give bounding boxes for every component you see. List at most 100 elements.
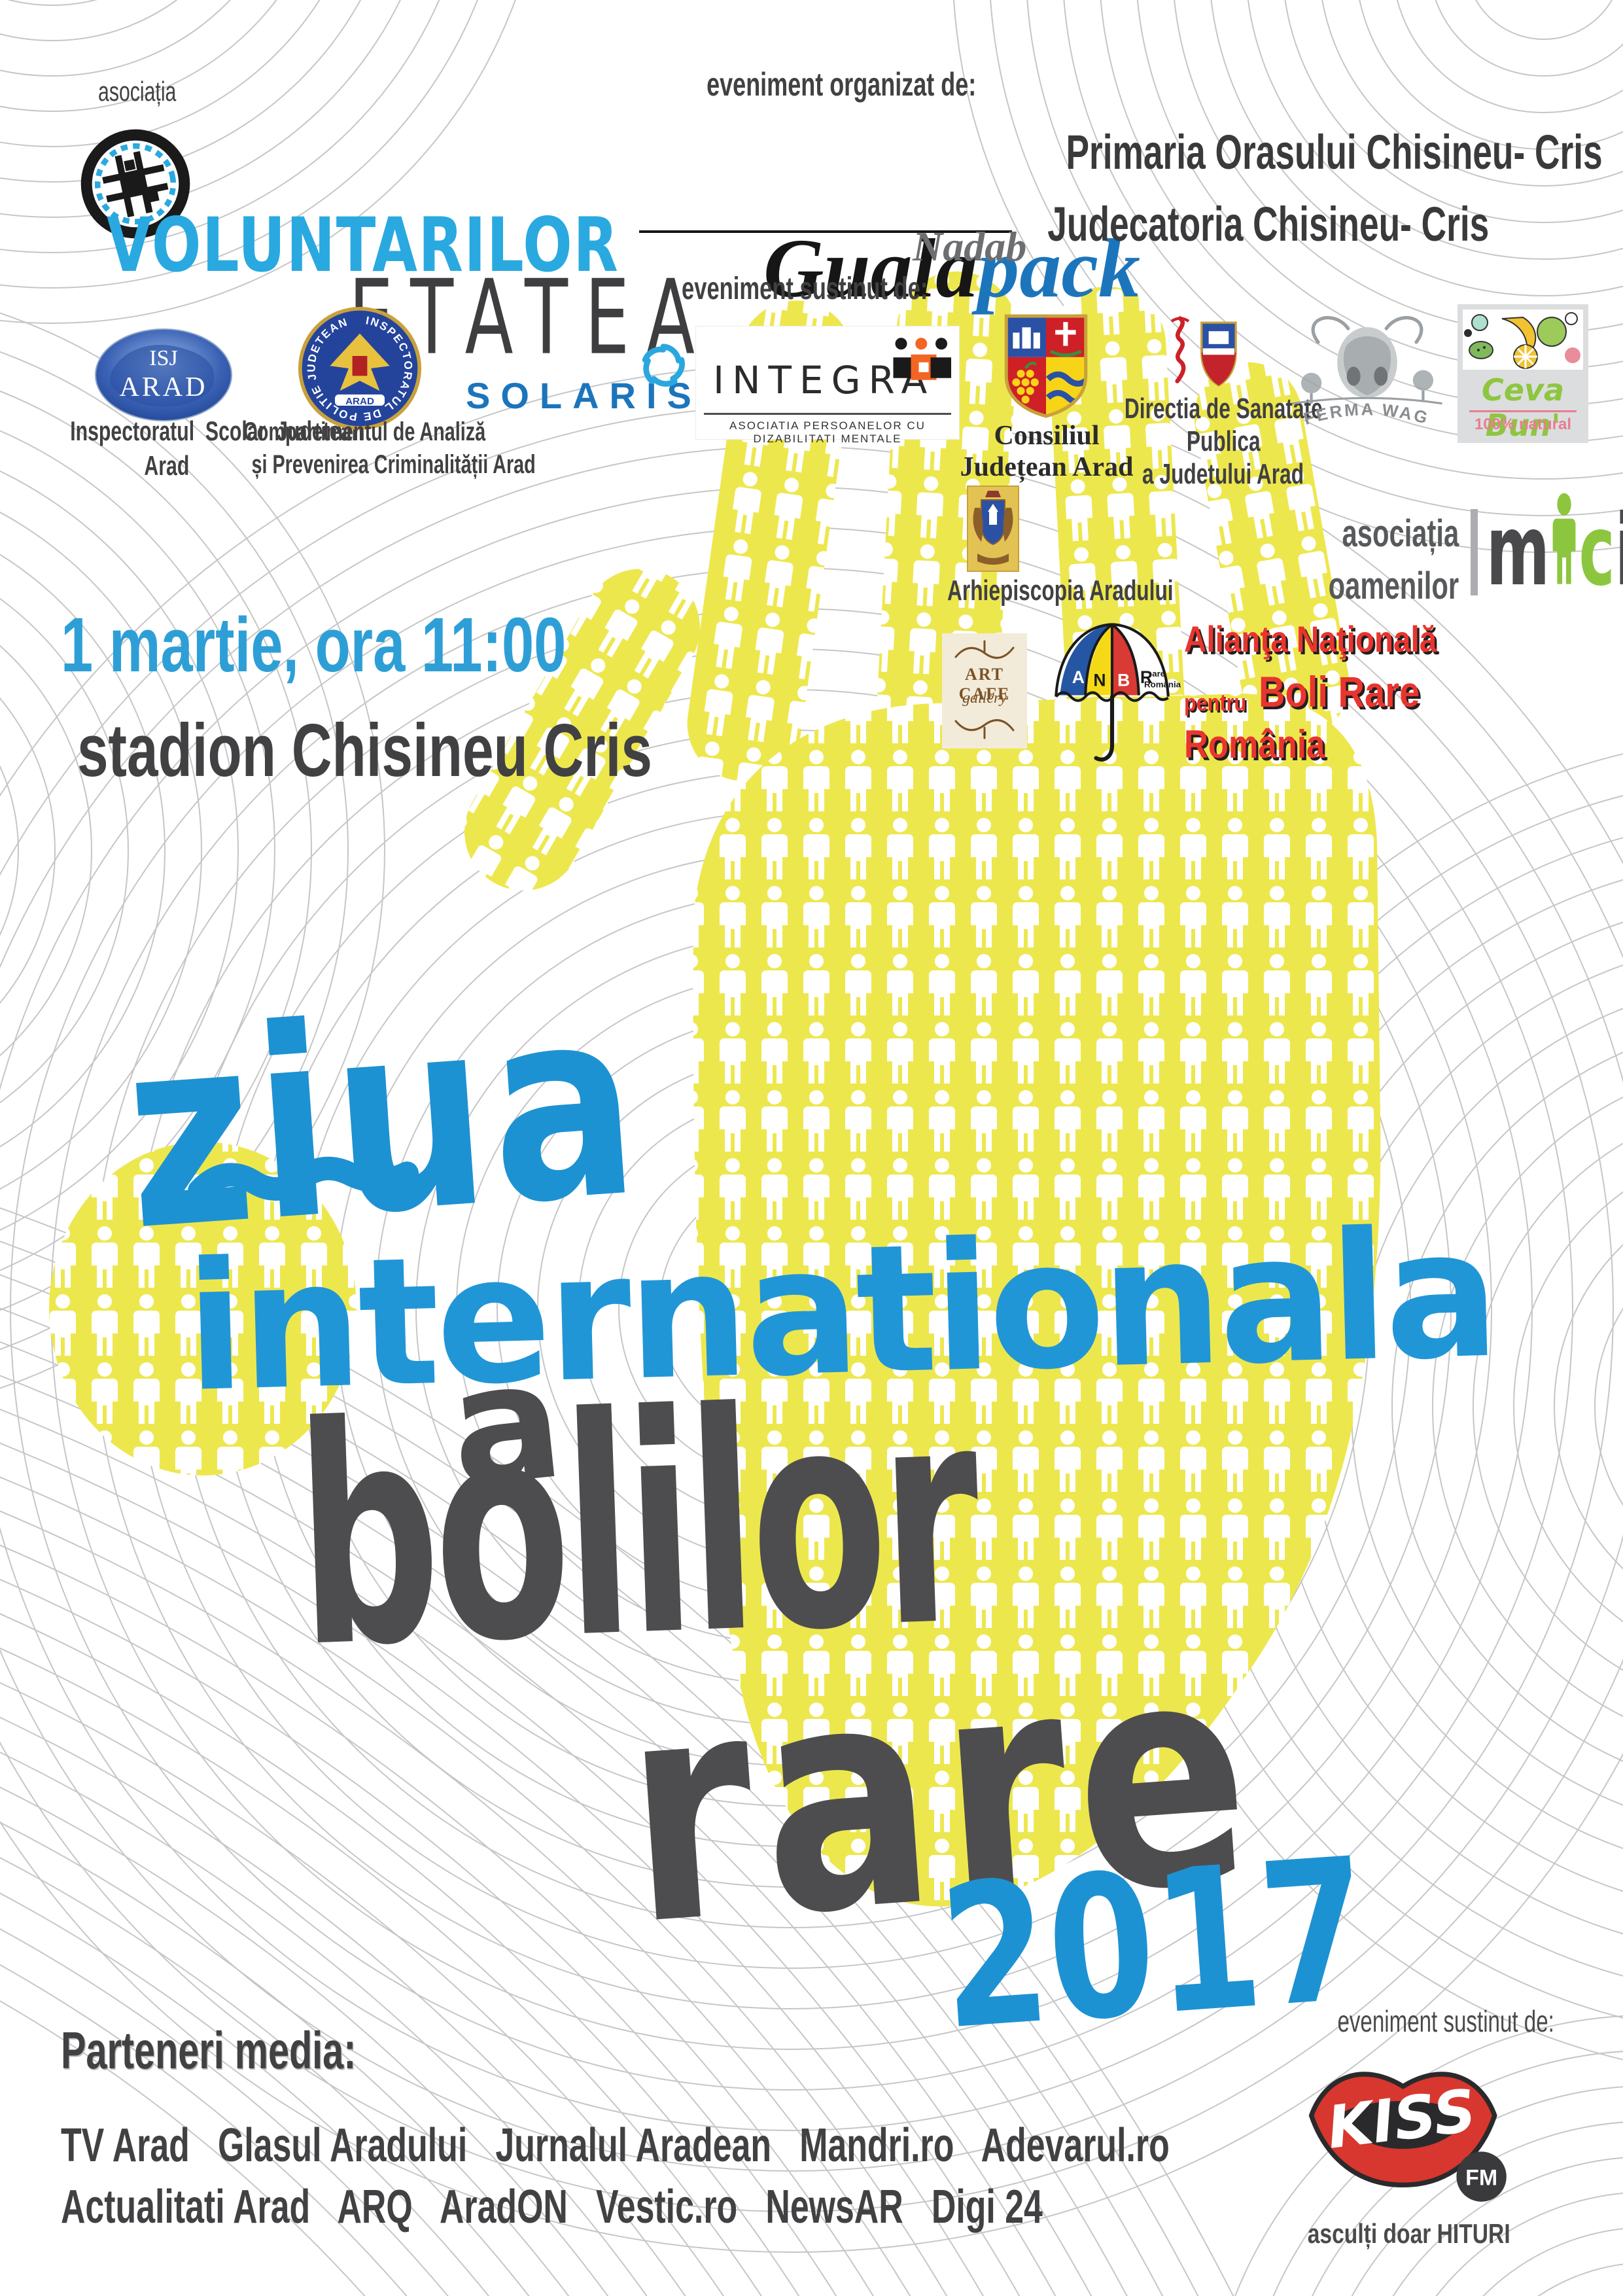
ceva-bun-underline xyxy=(1469,410,1577,412)
event-venue-text: stadion Chisineu Cris xyxy=(77,709,652,792)
kiss-supported-label: eveniment sustinut de: xyxy=(1295,2004,1570,2039)
sanatate-caption-2: Publica xyxy=(1079,425,1367,458)
alianta-line1: Alianţa Naţională xyxy=(1184,618,1481,660)
art-cafe-top-ornament xyxy=(954,640,1015,659)
association-small-text: asociația xyxy=(98,76,177,107)
palm xyxy=(693,694,1381,1907)
art-cafe-gallery-text: gallery xyxy=(962,690,1007,707)
side-blob xyxy=(49,1142,357,1475)
mici-assoc-line2-text: oamenilor xyxy=(1328,565,1459,607)
art-cafe-bottom-ornament xyxy=(954,719,1015,739)
isj-badge-bottom-text: ARAD xyxy=(119,372,207,402)
sanatate-caption-3-text: a Judetului Arad xyxy=(1142,458,1304,490)
title-underline-scribble xyxy=(187,1156,419,1203)
arhiepiscopia-caption-text: Arhiepiscopia Aradului xyxy=(947,574,1174,607)
police-arad-text: ARAD xyxy=(345,396,374,407)
art-cafe-name-text: ART CAFE xyxy=(958,665,1011,703)
sanatate-caption-3: a Judetului Arad xyxy=(1079,458,1367,491)
mici-assoc-line2: oamenilor xyxy=(1079,564,1459,608)
media-heading: Parteneri media: xyxy=(61,2021,471,2081)
consiliul-judetean-shield-icon xyxy=(1004,314,1088,418)
police-caption-1: Compartimentul de Analiză xyxy=(196,417,523,447)
mici-logo-i: i xyxy=(1615,502,1623,600)
supported-by-label: eveniment sustinut de: xyxy=(682,271,1024,307)
sanatate-emblem-icon xyxy=(1170,316,1237,387)
kiss-tagline-text: asculți doar HITURI xyxy=(1307,2218,1510,2249)
police-caption-2: și Prevenirea Criminalității Arad xyxy=(196,450,535,480)
media-heading-text: Parteneri media: xyxy=(61,2021,357,2079)
media-item: Jurnalul Aradean xyxy=(495,2119,771,2172)
media-item: Glasul Aradului xyxy=(218,2119,468,2172)
event-date: 1 martie, ora 11:00 xyxy=(61,601,735,690)
thumb xyxy=(464,569,700,891)
gualapack-black-text: Guala xyxy=(763,222,978,315)
alianta-block: Alianţa Naţională pentru Boli Rare Român… xyxy=(1184,618,1481,767)
media-item: ARQ xyxy=(337,2181,413,2233)
arhiepiscopia-caption: Arhiepiscopia Aradului xyxy=(947,574,1261,607)
alianta-line1-text: Alianţa Naţională xyxy=(1184,618,1437,660)
consiliul-caption-2: Județean Arad xyxy=(960,452,1134,482)
integra-icon xyxy=(893,338,951,380)
mici-assoc-line1-text: asociația xyxy=(1342,512,1459,555)
consiliul-caption-1: Consiliul xyxy=(994,421,1100,451)
mici-logo-c: c xyxy=(1579,494,1615,608)
media-row-1: TV Arad Glasul Aradului Jurnalul Aradean… xyxy=(61,2119,1601,2172)
alianta-line3: România xyxy=(1184,722,1481,767)
solaris-spiral-icon xyxy=(642,344,685,387)
kiss-fm-text: FM xyxy=(1465,2165,1497,2190)
anbr-letter-n: N xyxy=(1093,670,1106,690)
alianta-pentru-text: pentru xyxy=(1184,689,1247,716)
cetatea-circle-logo-icon xyxy=(80,129,190,239)
media-row-2: Actualitati Arad ARQ AradON Vestic.ro Ne… xyxy=(61,2180,1425,2234)
media-item: AradON xyxy=(439,2181,568,2233)
arhiepiscopia-emblem-icon xyxy=(967,486,1019,572)
media-item: Adevarul.ro xyxy=(981,2119,1170,2172)
kiss-fm-logo: KISS FM xyxy=(1308,2072,1507,2202)
police-caption-2-text: și Prevenirea Criminalității Arad xyxy=(251,450,536,479)
sanatate-caption-1-text: Directia de Sanatate xyxy=(1124,393,1323,425)
kiss-tagline: asculți doar HITURI xyxy=(1282,2218,1531,2250)
organized-by-label: eveniment organizat de: xyxy=(654,65,994,103)
mici-divider-bar xyxy=(1471,509,1478,595)
integra-name-text: INTEGRA xyxy=(713,358,935,402)
media-item: Mandri.ro xyxy=(799,2119,954,2172)
media-row-2-items: Actualitati Arad ARQ AradON Vestic.ro Ne… xyxy=(61,2180,1043,2234)
gualapack-underline xyxy=(639,230,1012,233)
mici-logo-m: m xyxy=(1486,494,1550,608)
anbr-letter-a: A xyxy=(1072,667,1085,687)
gualapack-logo: Gualapack Nadab xyxy=(638,124,1140,315)
media-item: TV Arad xyxy=(61,2119,190,2172)
association-subname: VOLUNTARILOR xyxy=(107,202,763,289)
isj-badge-top-text: ISJ xyxy=(149,346,177,370)
gualapack-blue-text: pack xyxy=(977,222,1140,315)
alianta-line2: pentru Boli Rare xyxy=(1184,667,1481,716)
mici-assoc-line1: asociația xyxy=(1079,512,1459,556)
isj-caption-2: Arad xyxy=(13,450,321,482)
finger-pinky xyxy=(1194,362,1350,738)
association-subname-text: VOLUNTARILOR xyxy=(107,202,620,289)
anbr-letter-r: R xyxy=(1140,667,1153,687)
media-item: Digi 24 xyxy=(931,2181,1043,2233)
organized-by-text: eveniment organizat de: xyxy=(707,66,977,103)
isj-caption-2-text: Arad xyxy=(144,450,190,481)
anbr-letter-b: B xyxy=(1117,670,1130,690)
sanatate-caption-1: Directia de Sanatate xyxy=(1079,393,1367,425)
association-small-label: asociația xyxy=(98,76,207,107)
integra-card: INTEGRA ASOCIATIA PERSOANELOR CU DIZABIL… xyxy=(695,326,960,445)
media-item: NewsAR xyxy=(765,2181,903,2233)
anbr-umbrella-logo: A N B R are România xyxy=(1055,623,1181,762)
alianta-bolirare-text: Boli Rare xyxy=(1259,667,1420,716)
mici-person-icon xyxy=(1552,493,1576,584)
supported-by-text: eveniment sustinut de: xyxy=(682,272,928,306)
ceva-bun-card: Ceva Bun' 100% natural xyxy=(1457,304,1588,443)
isj-caption-1: Inspectoratul Scolar Judetean xyxy=(13,415,364,447)
anbr-suffix-romania: România xyxy=(1144,679,1181,689)
police-caption-1-text: Compartimentul de Analiză xyxy=(243,417,486,446)
ferma-wagner-logo: FERMA WAGNER xyxy=(1285,298,1442,429)
organizer-2: Judecatoria Chisineu- Cris xyxy=(962,196,1563,252)
mici-logo: m c i xyxy=(1486,492,1623,608)
integra-sub-text: ASOCIATIA PERSOANELOR CU DIZABILITATI ME… xyxy=(729,419,926,445)
organizer-1-text: Primaria Orasului Chisineu- Cris xyxy=(1066,125,1603,179)
police-emblem-icon: INSPECTORATUL DE POLITIE JUDETEAN ARAD xyxy=(298,306,422,431)
